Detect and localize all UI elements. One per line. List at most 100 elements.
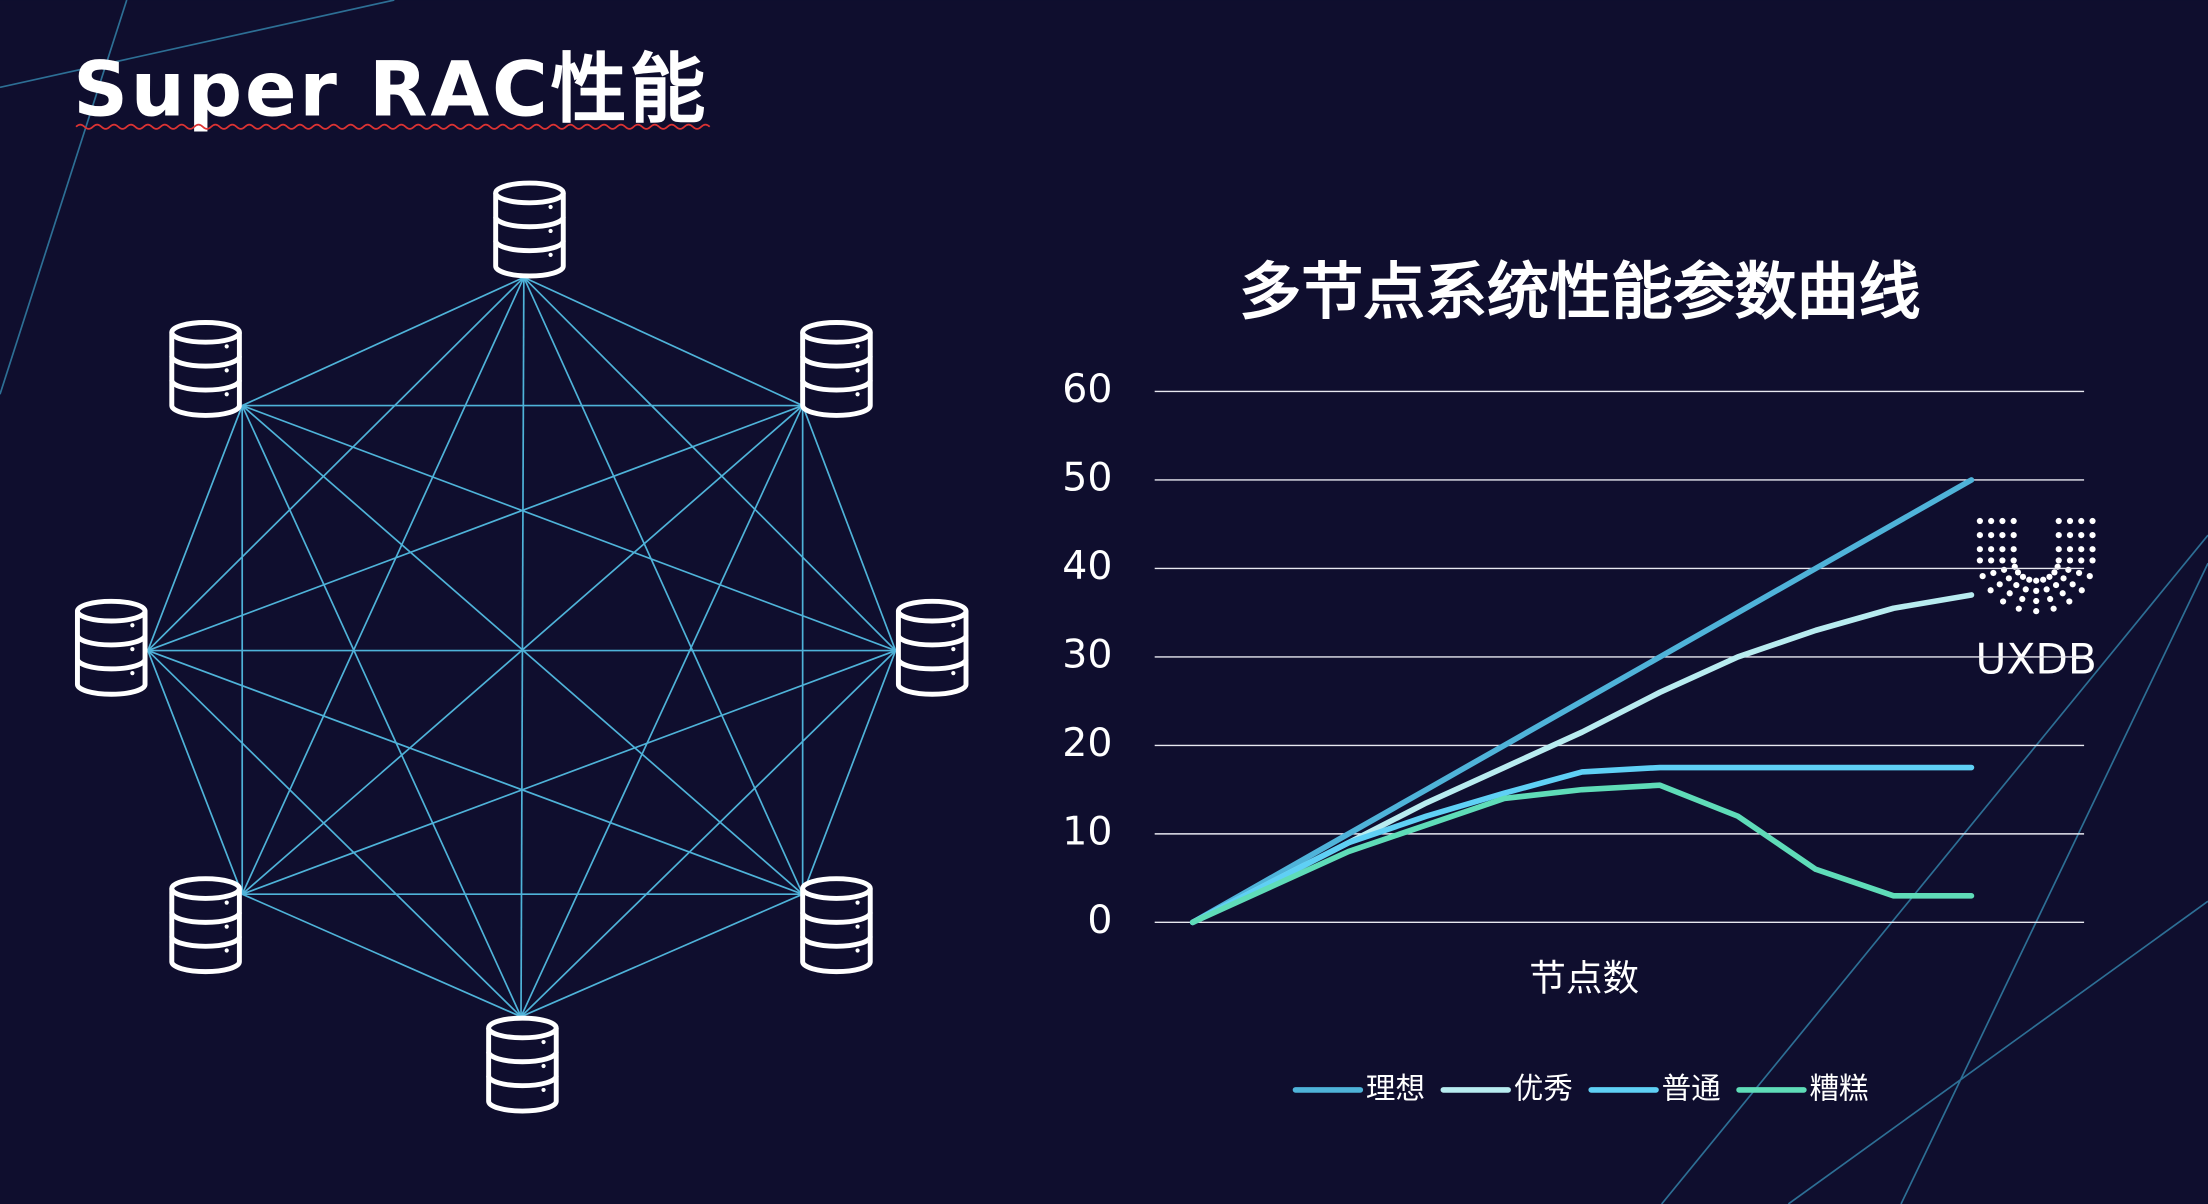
link bbox=[523, 276, 897, 652]
database-icon bbox=[493, 180, 566, 279]
db-ring bbox=[169, 911, 242, 925]
db-top bbox=[895, 598, 969, 624]
slide-title: Super RAC性能 bbox=[73, 44, 708, 133]
logo-dot bbox=[2033, 577, 2040, 584]
logo-dot bbox=[2055, 546, 2062, 553]
link bbox=[523, 276, 804, 407]
logo-dot bbox=[2055, 517, 2062, 525]
logo-dot bbox=[2078, 546, 2085, 553]
database-icon bbox=[800, 876, 873, 975]
db-ring bbox=[800, 935, 873, 949]
logo-dot bbox=[1976, 557, 1983, 564]
logo-dot bbox=[2000, 566, 2008, 573]
logo-dot bbox=[2033, 597, 2040, 605]
db-ring bbox=[800, 355, 873, 369]
logo-dot bbox=[2086, 573, 2093, 580]
db-dot bbox=[541, 1087, 546, 1093]
network-diagram bbox=[74, 180, 969, 1114]
database-icon bbox=[486, 1015, 559, 1114]
database-icon bbox=[800, 320, 873, 418]
logo-dot bbox=[1988, 546, 1995, 553]
logo-dot bbox=[2019, 573, 2027, 580]
logo-dot bbox=[2075, 569, 2083, 577]
logo-dot bbox=[2014, 569, 2022, 576]
logo-dot bbox=[1976, 517, 1983, 525]
db-dot bbox=[224, 924, 229, 929]
database-icon bbox=[169, 876, 242, 975]
link bbox=[147, 405, 243, 651]
logo-dot bbox=[2005, 575, 2012, 582]
logo-dot bbox=[2055, 557, 2062, 564]
link bbox=[147, 649, 522, 1018]
chart-title: 多节点系统性能参数曲线 bbox=[1239, 255, 1920, 328]
logo-dot bbox=[2078, 557, 2085, 564]
db-dot bbox=[541, 1063, 546, 1069]
db-ring bbox=[493, 240, 566, 254]
db-dot bbox=[951, 671, 956, 676]
link bbox=[241, 405, 522, 1018]
logo-dot bbox=[2010, 517, 2017, 525]
legend-label: 普通 bbox=[1662, 1071, 1721, 1105]
db-body bbox=[800, 888, 873, 975]
logo-dot bbox=[2069, 581, 2076, 588]
legend-label: 糟糕 bbox=[1809, 1071, 1868, 1105]
link bbox=[147, 650, 243, 895]
db-dot bbox=[548, 252, 553, 257]
db-dot bbox=[541, 1039, 546, 1045]
logo-dot bbox=[1976, 546, 1983, 553]
y-tick-label: 20 bbox=[1062, 720, 1112, 766]
logo-dot bbox=[2033, 587, 2040, 594]
logo-dot bbox=[1979, 573, 1986, 580]
series-line bbox=[1189, 782, 1975, 926]
logo-dot bbox=[2046, 573, 2053, 580]
spell-underline bbox=[75, 123, 711, 130]
db-dot bbox=[951, 623, 956, 628]
logo-dot bbox=[1999, 598, 2007, 605]
logo: UXDB bbox=[1976, 517, 2097, 683]
legend-label: 理想 bbox=[1366, 1071, 1425, 1105]
db-body bbox=[169, 888, 242, 975]
link bbox=[241, 649, 896, 895]
y-tick-label: 0 bbox=[1087, 897, 1112, 943]
series-line bbox=[1189, 764, 1975, 926]
logo-dot bbox=[2089, 517, 2096, 525]
y-tick-label: 10 bbox=[1062, 808, 1112, 854]
logo-dot bbox=[2066, 532, 2074, 539]
logo-dot bbox=[2089, 557, 2096, 564]
db-ring bbox=[169, 935, 242, 949]
link bbox=[241, 404, 804, 895]
logo-dot bbox=[2051, 569, 2058, 576]
link bbox=[801, 405, 897, 651]
logo-dot bbox=[2066, 598, 2073, 605]
y-tick-label: 60 bbox=[1062, 366, 1112, 412]
db-dot bbox=[224, 368, 229, 373]
db-dot bbox=[855, 392, 860, 397]
logo-dot bbox=[1988, 532, 1995, 539]
logo-dot bbox=[2066, 546, 2074, 553]
db-ring bbox=[74, 634, 148, 648]
db-top bbox=[486, 1015, 559, 1041]
db-dot bbox=[224, 344, 229, 349]
logo-dot bbox=[1988, 557, 1995, 564]
logo-dot bbox=[2060, 575, 2067, 582]
logo-dot bbox=[2026, 576, 2033, 583]
db-ring bbox=[486, 1075, 559, 1089]
logo-dot bbox=[2059, 590, 2066, 597]
db-ring bbox=[493, 216, 566, 230]
link bbox=[147, 404, 803, 652]
link bbox=[241, 277, 525, 895]
db-top bbox=[800, 320, 873, 345]
logo-text: UXDB bbox=[1976, 634, 2097, 683]
db-top bbox=[169, 876, 242, 901]
logo-dot bbox=[1988, 517, 1995, 525]
logo-dot bbox=[2065, 566, 2072, 573]
logo-dot bbox=[2019, 595, 2026, 603]
db-dot bbox=[855, 924, 860, 929]
db-dot bbox=[130, 647, 135, 652]
series-line bbox=[1189, 477, 1975, 926]
logo-dot bbox=[2089, 532, 2096, 539]
logo-dot bbox=[2066, 517, 2074, 525]
logo-dot bbox=[2052, 581, 2060, 589]
